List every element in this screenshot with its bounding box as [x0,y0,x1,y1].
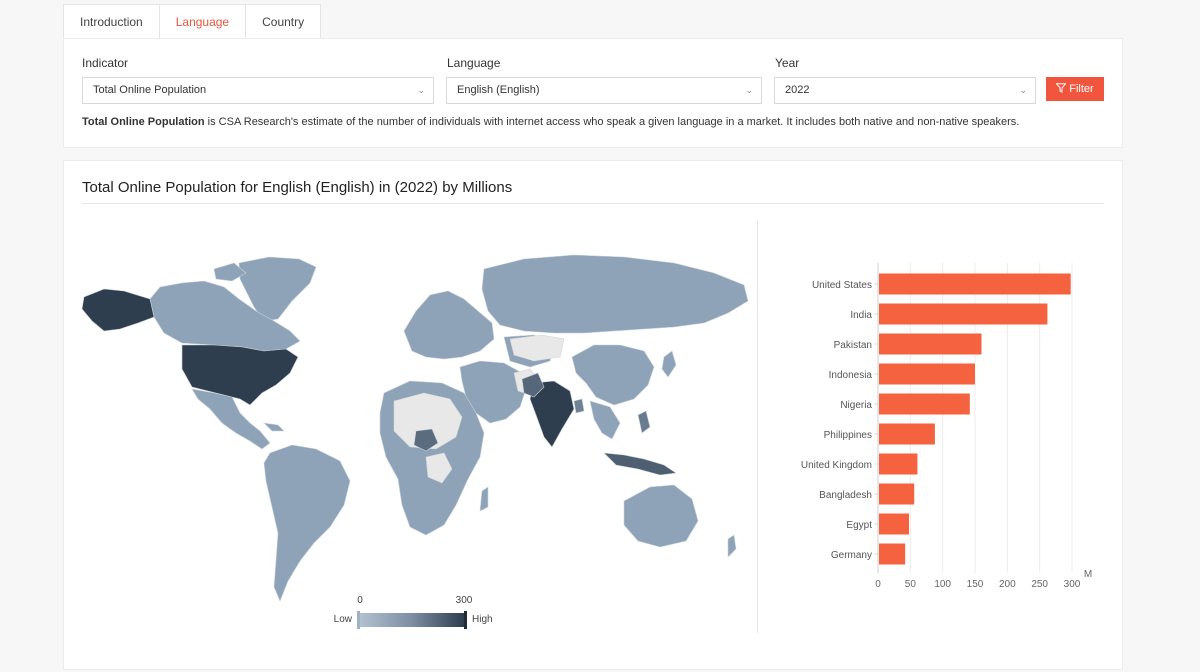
chevron-down-icon: ⌄ [417,85,425,95]
indicator-value: Total Online Population [93,84,207,96]
map-region-greenland[interactable] [238,256,317,322]
map-region-canada-islands[interactable] [213,262,247,282]
bar [879,303,1048,325]
y-category-label: India [850,310,872,321]
y-category-label: Philippines [824,430,872,441]
tab-language[interactable]: Language [159,4,247,40]
map-region-southeast-asia[interactable] [589,400,621,440]
map-region-south-america[interactable] [263,444,351,602]
map-region-philippines[interactable] [637,410,651,434]
tab-bar: Introduction Language Country [63,4,322,40]
description-text: is CSA Research's estimate of the number… [204,116,1020,128]
legend-handle-high[interactable] [464,611,467,629]
chart-panel: Total Online Population for English (Eng… [63,160,1123,670]
x-tick-label: 50 [905,579,917,587]
filter-button-label: Filter [1069,83,1094,95]
map-region-sahara[interactable] [393,392,463,450]
y-category-label: Germany [831,550,872,561]
chevron-down-icon: ⌄ [745,85,753,95]
y-category-label: Pakistan [834,340,872,351]
bar [879,453,918,475]
map-region-bangladesh[interactable] [573,398,585,414]
chart-title: Total Online Population for English (Eng… [82,179,513,196]
year-value: 2022 [785,84,810,96]
legend-gradient-bar [358,613,466,627]
filter-panel: Indicator Total Online Population ⌄ Lang… [63,38,1123,148]
tab-country[interactable]: Country [246,4,322,40]
map-region-mongolia[interactable] [509,334,565,362]
x-tick-label: 100 [934,579,951,587]
bar [879,483,915,505]
map-region-mexico[interactable] [191,388,271,450]
map-region-pakistan[interactable] [521,372,545,398]
language-value: English (English) [457,84,540,96]
legend-low-label: Low [334,614,353,625]
map-legend: 0 300 Low High [334,595,493,629]
indicator-label: Indicator [82,56,129,70]
filter-button[interactable]: Filter [1046,77,1104,101]
x-tick-label: 250 [1031,579,1048,587]
x-unit-label: M [1084,569,1092,580]
map-region-china[interactable] [571,344,655,406]
map-region-nigeria[interactable] [413,428,439,452]
x-tick-label: 0 [875,579,881,587]
x-tick-label: 200 [999,579,1016,587]
map-region-canada[interactable] [149,280,301,352]
y-category-label: United States [812,280,872,291]
year-label: Year [775,56,800,70]
bar [879,363,975,385]
bar [879,333,982,355]
indicator-select[interactable]: Total Online Population ⌄ [82,77,434,104]
bar [879,543,906,565]
title-divider [82,203,1104,204]
year-select[interactable]: 2022 ⌄ [774,77,1036,104]
x-tick-label: 150 [967,579,984,587]
map-region-indonesia[interactable] [603,452,677,476]
map-region-alaska[interactable] [81,288,155,332]
y-category-label: Indonesia [829,370,873,381]
map-region-europe[interactable] [403,290,495,360]
x-tick-label: 300 [1064,579,1081,587]
map-region-australia[interactable] [623,484,699,548]
legend-high-label: High [472,614,493,625]
language-select[interactable]: English (English) ⌄ [446,77,762,104]
bar [879,273,1071,295]
map-region-madagascar[interactable] [479,486,489,512]
map-region-caribbean[interactable] [263,422,285,432]
language-label: Language [447,56,501,70]
legend-min-label: 0 [357,595,363,606]
y-category-label: Egypt [846,520,872,531]
bar [879,513,910,535]
y-category-label: United Kingdom [801,460,872,471]
map-region-russia[interactable] [481,254,749,334]
chevron-down-icon: ⌄ [1019,85,1027,95]
bar [879,423,935,445]
indicator-description: Total Online Population is CSA Research'… [82,116,1019,128]
legend-handle-low[interactable] [357,611,360,629]
map-region-new-zealand[interactable] [727,534,737,558]
map-region-central-africa[interactable] [425,452,453,484]
legend-max-label: 300 [456,595,473,606]
panel-divider [757,221,758,633]
description-term: Total Online Population [82,116,205,128]
y-category-label: Nigeria [840,400,872,411]
map-region-india[interactable] [529,380,575,448]
y-category-label: Bangladesh [819,490,872,501]
funnel-icon [1055,83,1067,93]
tab-introduction[interactable]: Introduction [63,4,160,40]
map-region-japan[interactable] [661,350,677,378]
world-map[interactable]: 0 300 Low High [64,161,754,641]
map-region-middle-east[interactable] [459,360,527,424]
map-region-united-states[interactable] [181,344,299,406]
bar [879,393,970,415]
